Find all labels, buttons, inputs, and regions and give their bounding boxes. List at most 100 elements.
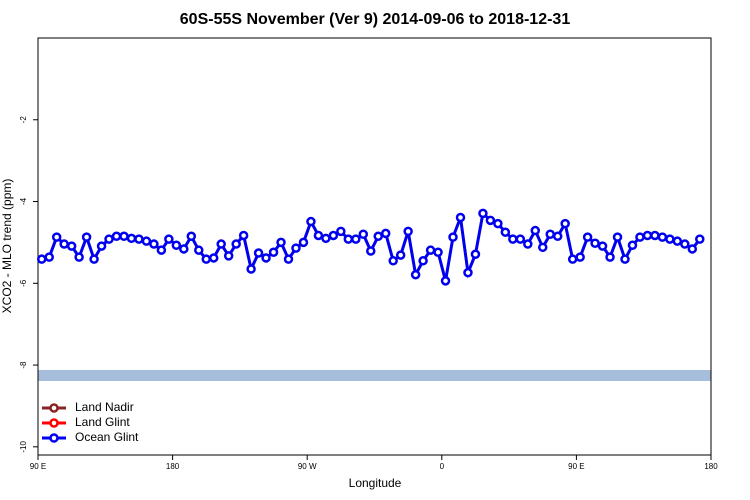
- point: [246, 264, 256, 274]
- point: [111, 231, 122, 242]
- point: [171, 240, 182, 251]
- y-tick-label: -8: [19, 361, 28, 369]
- chart-title: 60S-55S November (Ver 9) 2014-09-06 to 2…: [180, 11, 571, 28]
- x-axis-label: Longitude: [349, 476, 402, 490]
- point: [425, 245, 436, 255]
- legend-label: Ocean Glint: [75, 430, 139, 444]
- point: [328, 230, 339, 241]
- point: [134, 234, 144, 244]
- point: [695, 234, 705, 244]
- plot-frame: [37, 37, 712, 456]
- point: [156, 245, 167, 255]
- point: [395, 250, 406, 260]
- point: [470, 249, 481, 260]
- point: [627, 240, 638, 251]
- point: [380, 228, 391, 239]
- point: [635, 232, 645, 242]
- point: [231, 239, 241, 249]
- x-tick-label: 180: [166, 462, 180, 471]
- legend-marker: [49, 433, 59, 443]
- point: [36, 254, 47, 264]
- point: [164, 234, 174, 244]
- point: [493, 218, 503, 229]
- point: [208, 253, 219, 263]
- point: [650, 230, 660, 241]
- y-axis-label: XCO2 - MLO trend (ppm): [0, 179, 14, 314]
- point: [358, 229, 369, 239]
- point: [403, 226, 413, 237]
- point: [268, 247, 279, 257]
- point: [119, 231, 129, 242]
- point: [605, 252, 615, 262]
- point: [104, 234, 114, 244]
- point: [590, 238, 600, 248]
- legend-label: Land Glint: [75, 415, 130, 429]
- point: [575, 252, 585, 262]
- point: [283, 254, 294, 264]
- point: [597, 241, 608, 251]
- point: [321, 233, 331, 244]
- y-tick-label: -10: [19, 440, 28, 452]
- point: [508, 234, 518, 244]
- point: [552, 231, 563, 242]
- y-tick-label: -4: [19, 197, 28, 205]
- point: [141, 236, 152, 246]
- point: [620, 254, 630, 264]
- point: [261, 253, 271, 263]
- point: [388, 256, 398, 266]
- point: [642, 230, 653, 241]
- point: [410, 269, 421, 280]
- point: [276, 237, 286, 248]
- point: [238, 230, 249, 241]
- point: [366, 246, 376, 256]
- x-tick-label: 90 W: [298, 462, 317, 471]
- point: [66, 241, 77, 251]
- point: [89, 254, 99, 264]
- point: [448, 232, 458, 242]
- point: [253, 248, 264, 258]
- point: [515, 234, 526, 244]
- point: [186, 231, 197, 242]
- point: [672, 236, 683, 246]
- x-tick-label: 0: [440, 462, 445, 471]
- point: [306, 216, 316, 227]
- point: [455, 212, 466, 223]
- point: [44, 252, 54, 262]
- point: [74, 252, 84, 262]
- point: [523, 239, 533, 249]
- point: [560, 218, 570, 229]
- point: [500, 227, 511, 237]
- point: [485, 215, 496, 226]
- point: [463, 267, 473, 278]
- point: [194, 245, 204, 255]
- point: [179, 244, 189, 254]
- point: [216, 239, 226, 249]
- x-tick-label: 90 E: [568, 462, 584, 471]
- point: [687, 244, 698, 254]
- point: [343, 234, 354, 244]
- point: [51, 232, 62, 242]
- point: [351, 234, 361, 244]
- y-tick-label: -6: [19, 279, 28, 287]
- point: [530, 225, 541, 236]
- point: [291, 243, 301, 253]
- y-tick-label: -2: [19, 116, 28, 124]
- point: [223, 251, 234, 261]
- point: [440, 276, 451, 286]
- point: [336, 226, 346, 237]
- point: [478, 208, 488, 219]
- point: [657, 232, 668, 242]
- x-tick-label: 180: [704, 462, 718, 471]
- point: [149, 239, 159, 249]
- point: [201, 254, 211, 264]
- point: [545, 229, 555, 239]
- x-tick-label: 90 E: [30, 462, 46, 471]
- point: [59, 239, 69, 249]
- legend-marker: [49, 418, 59, 428]
- point: [313, 230, 324, 241]
- legend-label: Land Nadir: [75, 400, 134, 414]
- point: [538, 242, 548, 253]
- point: [680, 239, 690, 249]
- point: [418, 256, 428, 266]
